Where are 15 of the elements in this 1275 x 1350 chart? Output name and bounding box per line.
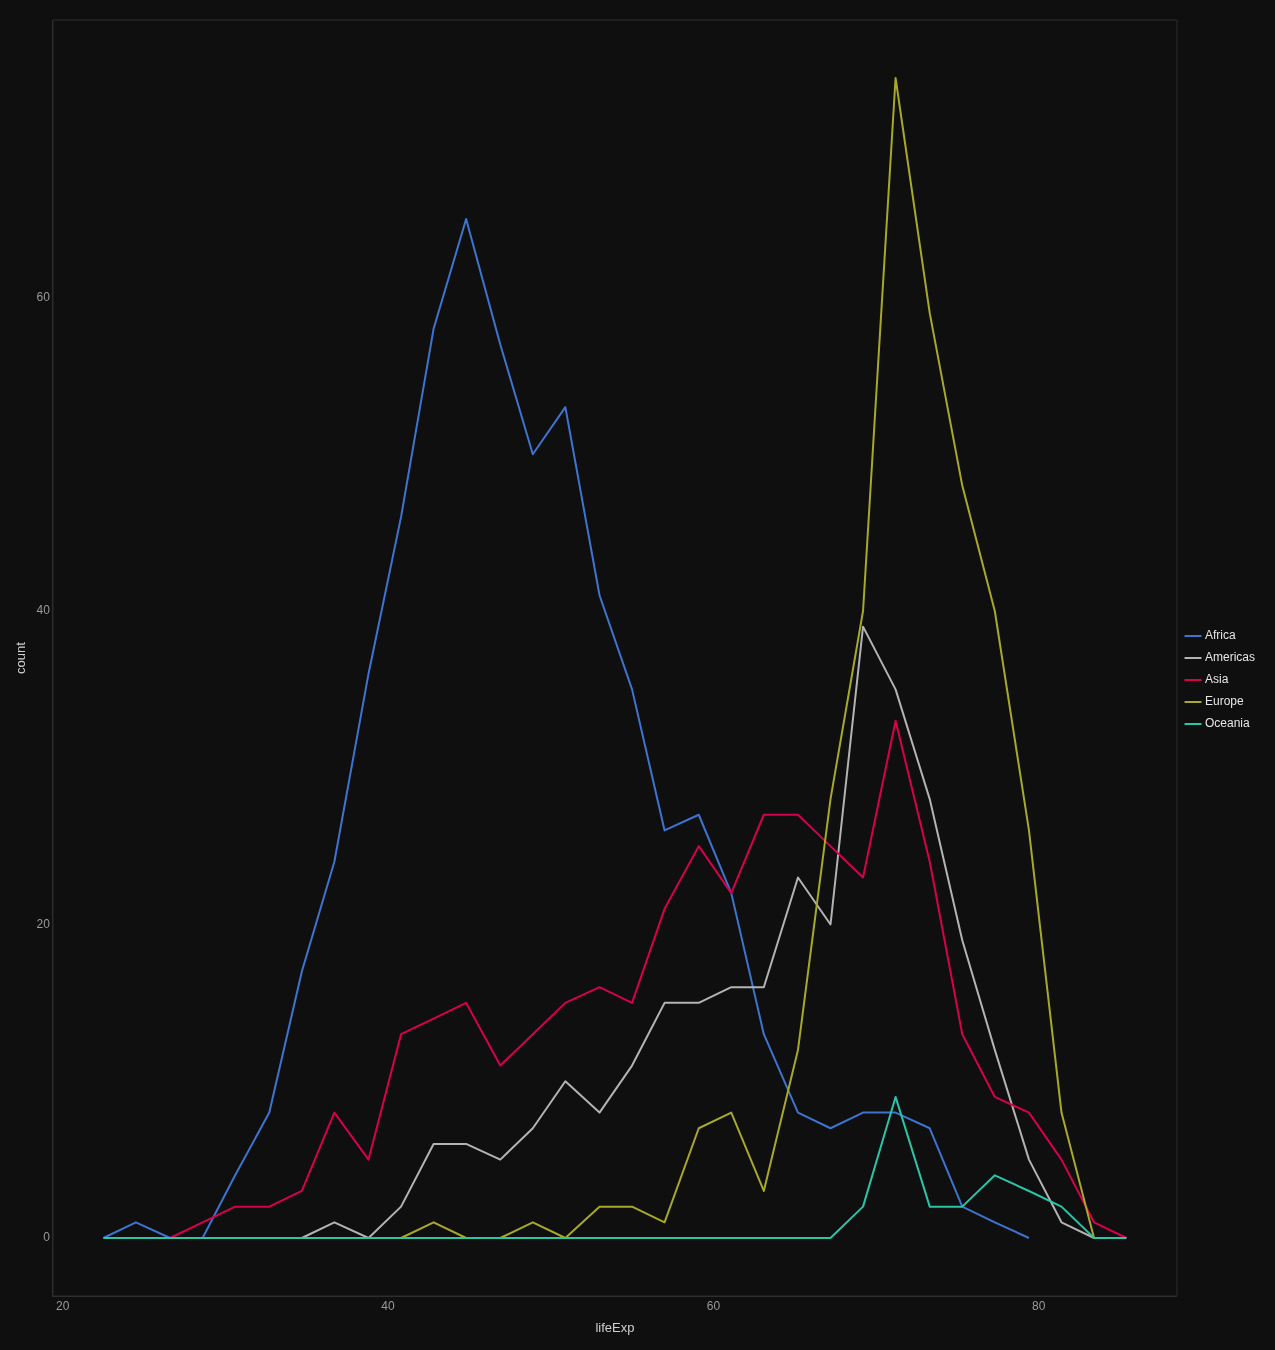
- y-tick-label: 20: [36, 916, 51, 931]
- y-tick-label: 0: [43, 1230, 51, 1245]
- legend-label: Africa: [1204, 628, 1236, 643]
- x-axis-title: lifeExp: [595, 1319, 635, 1335]
- y-tick-label: 60: [36, 289, 51, 304]
- x-tick-label: 60: [706, 1298, 721, 1313]
- x-tick-label: 80: [1032, 1298, 1046, 1313]
- legend-label: Europe: [1204, 694, 1245, 709]
- y-axis-title: count: [13, 641, 29, 674]
- legend-label: Asia: [1204, 672, 1229, 687]
- legend-label: Oceania: [1204, 716, 1251, 731]
- y-tick-label: 40: [36, 603, 51, 618]
- legend-label: Americas: [1204, 650, 1256, 665]
- x-tick-label: 20: [56, 1298, 70, 1313]
- x-tick-label: 40: [381, 1298, 396, 1313]
